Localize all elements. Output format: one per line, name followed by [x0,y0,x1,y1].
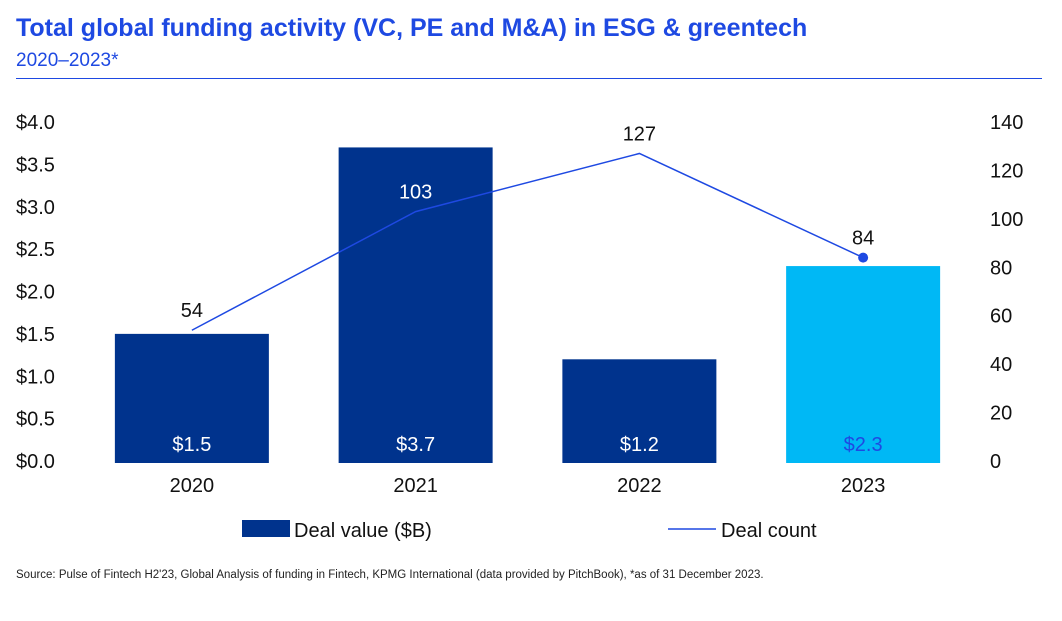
y-right-tick-label: 60 [990,306,1012,328]
y-left-tick-label: $1.0 [16,366,55,388]
x-tick-label: 2021 [393,475,438,497]
line-value-label: 54 [181,300,203,322]
y-right-tick-label: 20 [990,403,1012,425]
legend-label-deal-count: Deal count [721,520,817,542]
legend-label-deal-value: Deal value ($B) [294,520,432,542]
y-left-tick-label: $2.5 [16,239,55,261]
x-tick-label: 2020 [170,475,215,497]
line-value-label: 84 [852,228,874,250]
y-right-tick-label: 40 [990,354,1012,376]
bar-value-label: $1.5 [172,434,211,456]
bar-deal-value [786,266,941,463]
line-value-label: 103 [399,182,432,204]
line-deal-count [191,152,864,331]
chart-subtitle: 2020–2023* [16,50,119,71]
bar-deal-value [338,147,493,464]
bar-deal-value [114,333,269,463]
y-left-tick-label: $3.0 [16,197,55,219]
y-left-tick-label: $1.5 [16,324,55,346]
y-left-tick-label: $3.5 [16,154,55,176]
y-right-tick-label: 120 [990,160,1023,182]
bar-value-label: $2.3 [844,434,883,456]
y-left-tick-label: $4.0 [16,112,55,134]
line-value-label: 127 [623,123,656,145]
y-left-tick-label: $2.0 [16,282,55,304]
title-divider [16,78,1042,79]
chart-title: Total global funding activity (VC, PE an… [16,14,808,42]
x-tick-label: 2022 [617,475,662,497]
y-left-tick-label: $0.5 [16,409,55,431]
y-right-tick-label: 80 [990,257,1012,279]
source-note: Source: Pulse of Fintech H2'23, Global A… [16,569,764,581]
legend-swatch-deal-value [242,520,290,537]
y-right-tick-label: 100 [990,209,1023,231]
x-tick-label: 2023 [841,475,886,497]
line-marker-point [858,252,869,263]
chart: $0.0 $0.5 $1.0 $1.5 $2.0 $2.5 $3.0 $3.5 $4.0 0 20 4… [16,112,1023,542]
y-right-tick-label: 140 [990,112,1023,134]
bar-value-label: $1.2 [620,434,659,456]
bar-value-label: $3.7 [396,434,435,456]
y-right-tick-label: 0 [990,451,1001,473]
bar-deal-value [562,359,717,463]
y-left-tick-label: $0.0 [16,451,55,473]
